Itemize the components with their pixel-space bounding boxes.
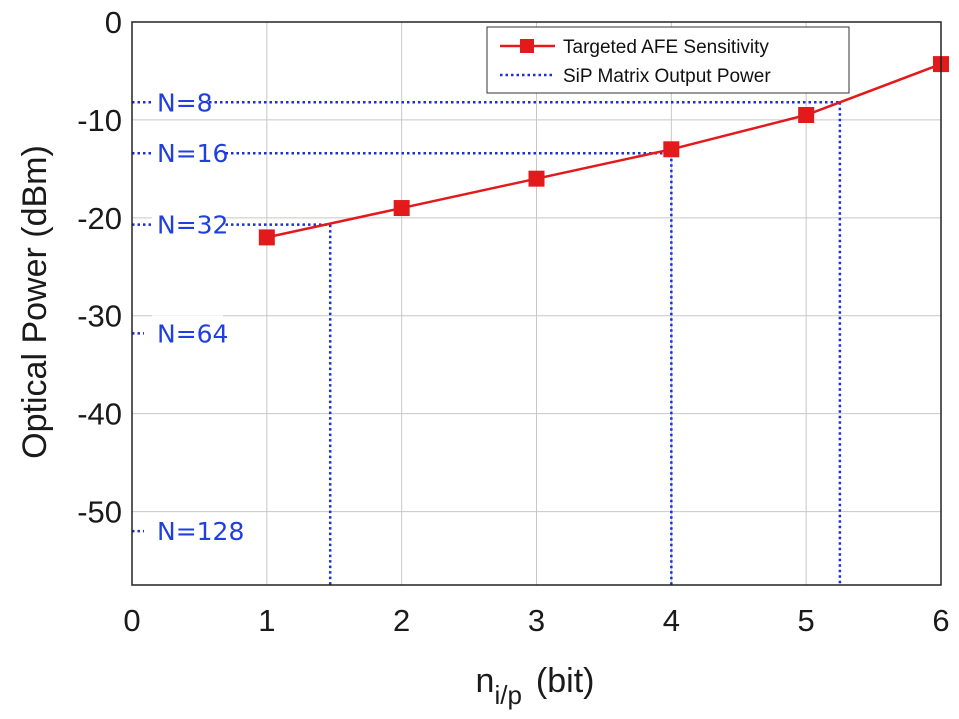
y-tick-label: -40 [77,397,122,432]
sensitivity-point [258,229,275,246]
n-label-background [152,315,223,350]
x-tick-label: 6 [932,603,949,638]
sensitivity-line [266,62,942,239]
sensitivity-point [528,170,545,187]
n-label-background [152,135,223,170]
y-tick-label: -20 [77,201,122,236]
n-level-label: N=8 [157,88,213,117]
legend-marker-afe [520,39,534,53]
sensitivity-point [663,141,680,158]
x-tick-label: 1 [258,603,275,638]
sensitivity-point [393,200,410,217]
x-tick-label: 0 [123,603,140,638]
legend: Targeted AFE Sensitivity SiP Matrix Outp… [486,26,850,94]
sensitivity-point [798,107,815,124]
x-axis-title: ni/p (bit) [476,662,595,710]
y-tick-label: 0 [105,5,122,40]
n-level-label: N=64 [157,319,228,348]
tick-labels: 0 1 2 3 4 5 6 0 -10 -20 -30 -40 -50 [77,5,949,638]
legend-label-sip: SiP Matrix Output Power [563,66,771,87]
n-level-labels: N=8 N=16 N=32 N=64 N=128 [152,84,244,548]
x-tick-label: 4 [663,603,680,638]
n-level-label: N=16 [157,139,228,168]
x-tick-label: 2 [393,603,410,638]
y-tick-label: -50 [77,495,122,530]
n-level-label: N=32 [157,211,228,240]
n-level-label: N=128 [157,517,244,546]
x-tick-label: 3 [528,603,545,638]
y-tick-label: -10 [77,103,122,138]
grid-lines [132,22,941,585]
plot-frame [131,21,942,586]
y-axis-title: Optical Power (dBm) [16,145,54,459]
sensitivity-series [258,56,949,246]
legend-box [486,26,850,94]
n-label-background [152,206,223,241]
x-tick-label: 5 [798,603,815,638]
n-label-background [152,84,209,119]
y-tick-label: -30 [77,299,122,334]
n-label-background [152,513,238,548]
legend-label-afe: Targeted AFE Sensitivity [563,37,769,58]
